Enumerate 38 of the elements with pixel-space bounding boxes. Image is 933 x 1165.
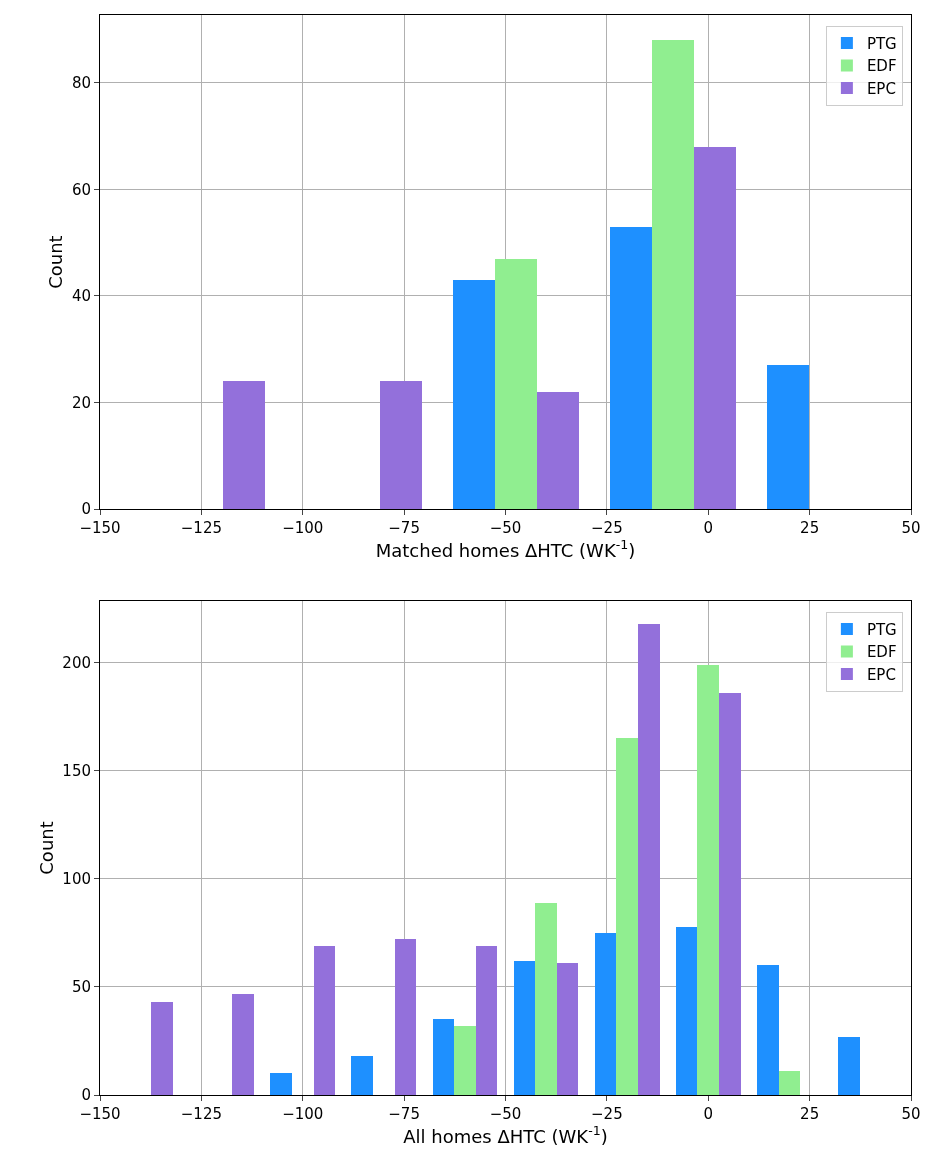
x-axis-title: All homes ΔHTC (WK$^{-1}$) xyxy=(403,1123,608,1147)
x-axis-title: Matched homes ΔHTC (WK$^{-1}$) xyxy=(375,537,636,561)
y-tick-label: 0 xyxy=(81,500,91,519)
x-tick-label: 50 xyxy=(901,519,921,538)
x-tick-label: 0 xyxy=(703,1105,714,1123)
x-tick-label: −75 xyxy=(388,519,420,538)
y-axis-title: Count xyxy=(45,235,67,289)
x-tick-label: −125 xyxy=(180,1105,222,1123)
x-tick-label: −50 xyxy=(489,1105,522,1123)
y-tick-label: 200 xyxy=(62,653,91,672)
x-tick-label: −150 xyxy=(79,1105,121,1123)
y-tick-label: 0 xyxy=(81,1086,91,1105)
y-tick-label: 100 xyxy=(62,870,91,889)
legend-label: EPC xyxy=(866,665,896,684)
x-tick-label: 50 xyxy=(901,1105,921,1123)
y-axis-title: Count xyxy=(35,821,57,875)
x-tick-label: −75 xyxy=(388,1105,420,1123)
x-tick-label: 25 xyxy=(800,1105,820,1123)
x-tick-label: −100 xyxy=(282,519,324,538)
x-tick-label: −125 xyxy=(180,519,222,538)
x-tick-label: −50 xyxy=(489,519,522,538)
legend-label: PTG xyxy=(866,620,897,639)
legend-label: EPC xyxy=(866,79,896,98)
x-tick-label: −150 xyxy=(79,519,121,538)
x-tick-label: 0 xyxy=(703,519,714,538)
legend-label: EDF xyxy=(866,57,897,76)
x-tick-label: −25 xyxy=(591,519,623,538)
legend-label: EDF xyxy=(866,643,897,662)
x-tick-label: 25 xyxy=(800,519,820,538)
y-tick-label: 150 xyxy=(62,762,91,781)
y-tick-label: 50 xyxy=(71,978,91,997)
x-tick-label: −25 xyxy=(591,1105,623,1123)
x-tick-label: −100 xyxy=(282,1105,324,1123)
y-tick-label: 80 xyxy=(71,73,91,92)
y-tick-label: 20 xyxy=(71,393,91,412)
y-tick-label: 60 xyxy=(71,180,91,199)
legend-label: PTG xyxy=(866,34,897,53)
y-tick-label: 40 xyxy=(71,287,91,306)
